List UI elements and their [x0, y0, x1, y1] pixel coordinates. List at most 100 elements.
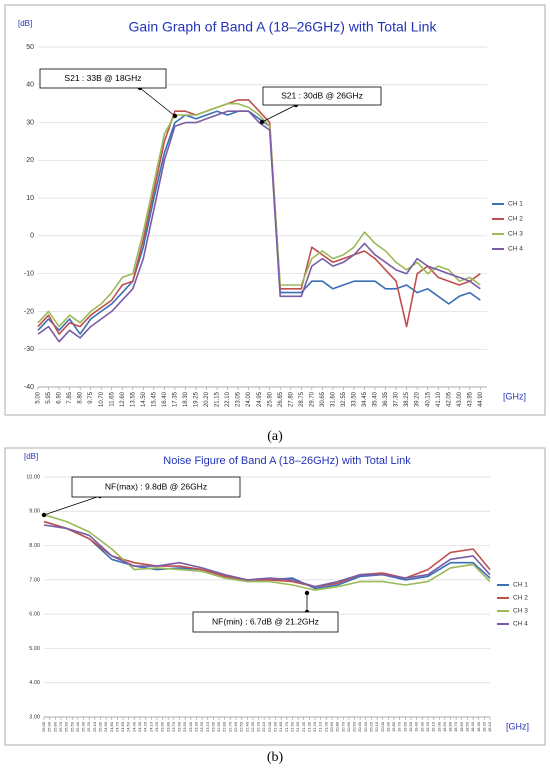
series-line: [37, 102, 481, 328]
x-tick-label: 44.90: [478, 391, 484, 407]
x-tick-label: 18.30: [476, 721, 481, 732]
x-tick-label: 26.00: [41, 721, 46, 732]
x-tick-label: 22.10: [225, 391, 231, 407]
x-tick-label: 18.80: [448, 721, 453, 732]
chart-title: Noise Figure of Band A (18–26GHz) with T…: [163, 455, 411, 467]
x-tick-label: 22.60: [233, 721, 238, 732]
x-tick-label: 10.70: [99, 391, 105, 407]
x-tick-label: 8.80: [78, 391, 84, 403]
x-tick-label: 23.80: [165, 721, 170, 732]
x-tick-label: 20.00: [380, 721, 385, 732]
annotation-box: [192, 611, 339, 633]
y-tick-label: 4.00: [29, 680, 40, 686]
x-tick-label: 21.10: [318, 721, 323, 732]
x-tick-label: 22.90: [216, 721, 221, 732]
x-tick-label: 20.30: [363, 721, 368, 732]
y-tick-label: 10: [26, 195, 34, 202]
annotation-box: [71, 476, 241, 498]
x-tick-label: 35.40: [373, 391, 379, 407]
x-tick-label: 23.10: [205, 721, 210, 732]
x-tick-label: 19.20: [425, 721, 430, 732]
x-tick-label: 21.50: [295, 721, 300, 732]
x-tick-label: 43.00: [457, 391, 463, 407]
x-tick-label: 18.60: [459, 721, 464, 732]
series-line: [37, 110, 481, 335]
legend-label: CH 1: [513, 582, 528, 589]
annotation-leader: [261, 104, 297, 123]
x-tick-label: 25.10: [92, 721, 97, 732]
x-axis-label: [GHz]: [503, 391, 526, 401]
x-tick-label: 29.70: [309, 391, 315, 407]
x-tick-label: 22.10: [261, 721, 266, 732]
x-tick-label: 24.80: [109, 721, 114, 732]
x-tick-label: 36.35: [383, 391, 389, 407]
x-tick-label: 18.90: [442, 721, 447, 732]
x-tick-label: 21.80: [278, 721, 283, 732]
x-tick-label: 25.90: [267, 391, 273, 407]
x-tick-label: 19.25: [194, 391, 200, 407]
x-tick-label: 23.30: [193, 721, 198, 732]
x-tick-label: 19.50: [408, 721, 413, 732]
x-tick-label: 20.40: [357, 721, 362, 732]
annotation-leader: [139, 87, 176, 117]
x-tick-label: 19.30: [419, 721, 424, 732]
x-tick-label: 11.65: [109, 391, 115, 406]
annotation-box: [262, 86, 382, 106]
x-tick-label: 18.20: [481, 721, 486, 732]
x-tick-label: 25.50: [69, 721, 74, 732]
x-tick-label: 42.05: [446, 391, 452, 407]
y-tick-label: 8.00: [29, 543, 40, 549]
x-tick-label: 24.10: [148, 721, 153, 732]
x-tick-label: 23.05: [236, 391, 242, 407]
x-tick-label: 20.20: [369, 721, 374, 732]
annotation-text: S21 : 30dB @ 26GHz: [281, 90, 363, 100]
x-tick-label: 20.70: [340, 721, 345, 732]
annotation-text: NF(min) : 6.7dB @ 21.2GHz: [212, 616, 319, 626]
legend-label: CH 2: [508, 216, 523, 223]
annotation-dot: [259, 119, 265, 125]
x-tick-label: 21.00: [323, 721, 328, 732]
x-tick-label: 24.00: [246, 391, 252, 407]
x-tick-label: 13.55: [130, 391, 136, 407]
y-tick-label: 0: [30, 233, 34, 240]
x-tick-label: 7.85: [67, 391, 73, 403]
x-tick-label: 23.00: [210, 721, 215, 732]
legend-label: CH 4: [513, 621, 528, 628]
series-line: [37, 99, 481, 335]
x-tick-label: 20.80: [335, 721, 340, 732]
x-tick-label: 12.60: [120, 391, 126, 407]
annotation-dot: [41, 512, 47, 518]
x-tick-label: 22.80: [222, 721, 227, 732]
y-tick-label: 7.00: [29, 577, 40, 583]
x-tick-label: 21.40: [301, 721, 306, 732]
x-tick-label: 22.50: [239, 721, 244, 732]
y-tick-label: 5.00: [29, 646, 40, 652]
annotation-dot: [172, 113, 178, 119]
x-tick-label: 39.20: [415, 391, 421, 407]
x-tick-label: 24.50: [126, 721, 131, 732]
x-tick-label: 21.60: [289, 721, 294, 732]
x-tick-label: 20.90: [329, 721, 334, 732]
x-tick-label: 28.75: [299, 391, 305, 407]
x-tick-label: 20.50: [352, 721, 357, 732]
x-tick-label: 24.90: [103, 721, 108, 732]
x-tick-label: 23.90: [160, 721, 165, 732]
y-tick-label: 40: [26, 82, 34, 89]
y-axis-label: [dB]: [18, 19, 32, 28]
x-tick-label: 18.70: [453, 721, 458, 732]
x-tick-label: 41.10: [436, 391, 442, 407]
legend-label: CH 4: [508, 246, 523, 253]
x-tick-label: 23.70: [171, 721, 176, 732]
x-tick-label: 22.20: [256, 721, 261, 732]
x-tick-label: 17.35: [172, 391, 178, 407]
y-tick-label: 3.00: [29, 714, 40, 720]
x-tick-label: 21.30: [306, 721, 311, 732]
y-tick-label: -10: [24, 271, 34, 278]
panel-label: (b): [267, 750, 284, 765]
x-tick-label: 19.00: [436, 721, 441, 732]
x-tick-label: 20.20: [204, 391, 210, 407]
x-tick-label: 18.30: [183, 391, 189, 407]
x-axis-label: [GHz]: [506, 721, 529, 731]
x-tick-label: 40.15: [425, 391, 431, 407]
